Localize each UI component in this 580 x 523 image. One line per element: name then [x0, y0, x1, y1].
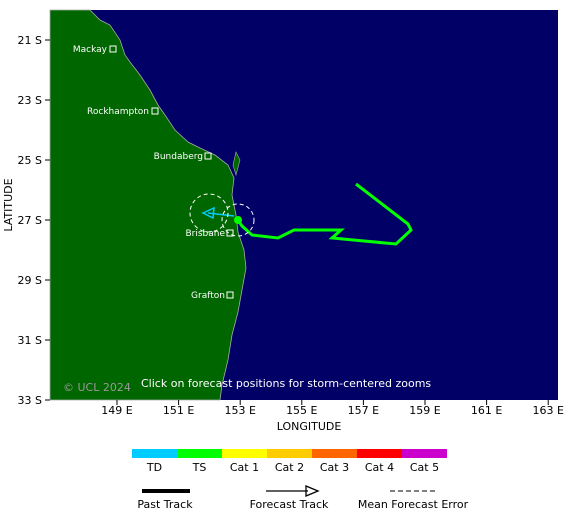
city-label: Mackay [73, 45, 108, 55]
intensity-label: Cat 4 [365, 461, 394, 474]
legend-mean-error: Mean Forecast Error [358, 498, 469, 511]
intensity-swatch [357, 449, 402, 458]
lon-tick-label: 157 E [348, 404, 379, 417]
lat-tick-label: 25 S [18, 154, 42, 167]
intensity-label: TS [192, 461, 207, 474]
error-circle [221, 203, 255, 237]
y-axis-label: LATITUDE [2, 178, 15, 231]
city-label: Bundaberg [154, 152, 203, 162]
zoom-note: Click on forecast positions for storm-ce… [141, 377, 431, 390]
intensity-label: Cat 2 [275, 461, 304, 474]
lat-tick-label: 31 S [18, 334, 42, 347]
copyright: © UCL 2024 [63, 381, 131, 394]
lat-tick-label: 23 S [18, 94, 42, 107]
intensity-swatch [312, 449, 357, 458]
legend-forecast-track: Forecast Track [250, 498, 329, 511]
lat-tick-label: 27 S [18, 214, 42, 227]
land [49, 9, 247, 401]
forecast-arrow-key [305, 485, 320, 497]
intensity-swatch [267, 449, 312, 458]
storm-position[interactable] [234, 216, 242, 224]
intensity-label: Cat 1 [230, 461, 259, 474]
lon-tick-label: 151 E [163, 404, 194, 417]
lon-tick-label: 155 E [286, 404, 317, 417]
lat-tick-label: 29 S [18, 274, 42, 287]
intensity-swatch [222, 449, 267, 458]
city-markers [109, 45, 234, 299]
intensity-label: Cat 3 [320, 461, 349, 474]
lon-tick-label: 153 E [224, 404, 255, 417]
lon-tick-label: 161 E [471, 404, 502, 417]
lon-tick-label: 163 E [532, 404, 563, 417]
intensity-swatch [402, 449, 447, 458]
x-axis-label: LONGITUDE [277, 420, 342, 433]
error-circle [189, 193, 229, 233]
lon-tick-label: 149 E [101, 404, 132, 417]
past-track[interactable] [236, 182, 413, 246]
forecast-arrow[interactable] [201, 206, 215, 220]
legend-past-track: Past Track [137, 498, 193, 511]
intensity-label: TD [146, 461, 162, 474]
intensity-label: Cat 5 [410, 461, 439, 474]
intensity-swatch [177, 449, 222, 458]
lat-tick-label: 21 S [18, 34, 42, 47]
island [232, 151, 241, 177]
lon-tick-label: 159 E [409, 404, 440, 417]
forecast-track[interactable] [207, 212, 235, 217]
city-label: Brisbane [185, 229, 225, 239]
city-label: Rockhampton [87, 107, 149, 117]
city-label: Grafton [191, 291, 225, 301]
intensity-swatch [132, 449, 177, 458]
lat-tick-label: 33 S [18, 394, 42, 407]
